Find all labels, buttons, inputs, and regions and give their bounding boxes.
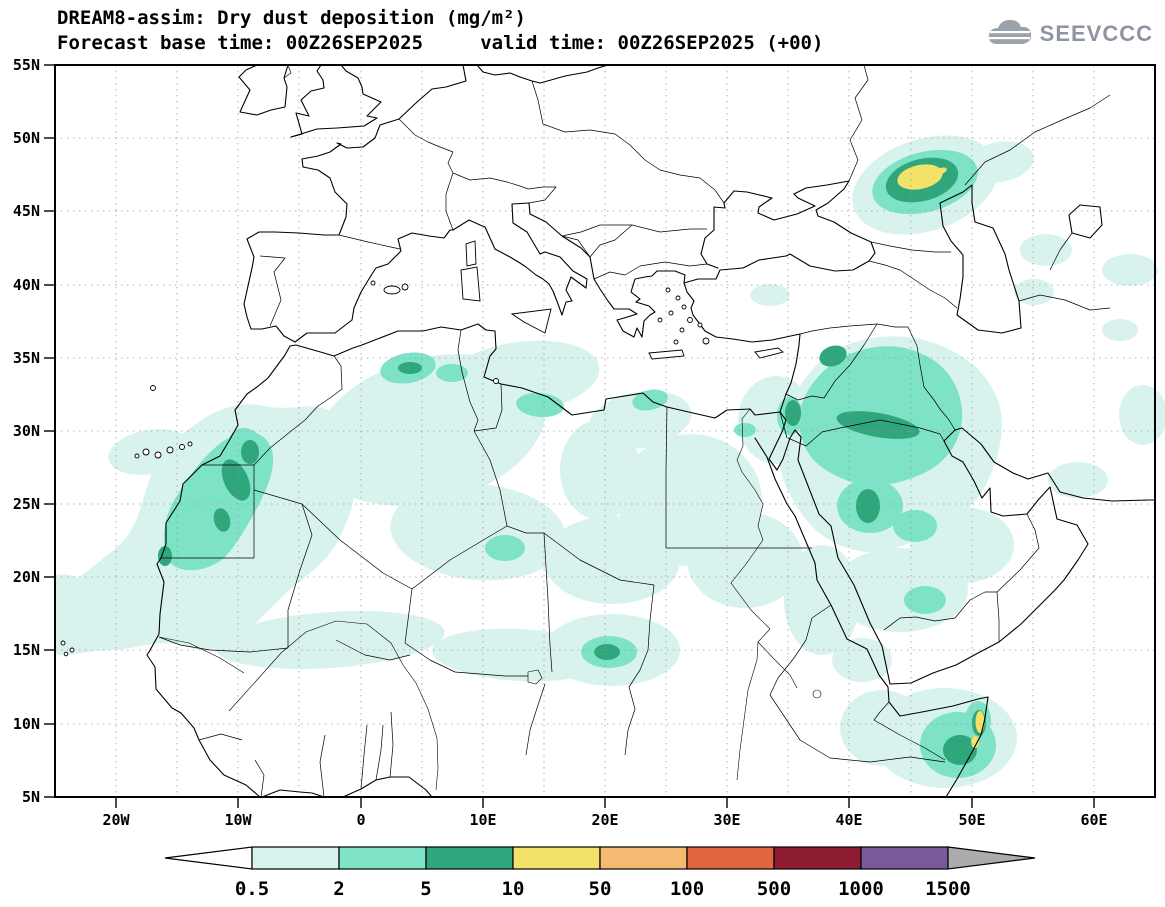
colorbar: 0.5 2 5 10 50 100 500 1000 1500 xyxy=(164,846,1036,900)
cloud-icon xyxy=(987,20,1031,44)
y-tick-label: 5N xyxy=(22,788,40,806)
colorbar-segment xyxy=(512,846,601,870)
x-tick-label: 10E xyxy=(469,811,496,829)
coastline-layer xyxy=(60,64,1156,798)
y-axis-labels: 55N 50N 45N 40N 35N 30N 25N 20N 15N 10N … xyxy=(13,56,40,806)
x-tick-label: 20W xyxy=(102,811,130,829)
logo-text: SEEVCCC xyxy=(1039,21,1153,46)
colorbar-segment xyxy=(686,846,775,870)
x-tick-label: 50E xyxy=(958,811,985,829)
seevccc-logo: SEEVCCC xyxy=(986,18,1153,50)
colorbar-label: 500 xyxy=(757,878,791,900)
colorbar-label: 2 xyxy=(333,878,344,900)
colorbar-label: 10 xyxy=(502,878,525,900)
colorbar-label: 1500 xyxy=(925,878,971,900)
y-tick-label: 25N xyxy=(13,495,40,513)
y-tick-label: 50N xyxy=(13,129,40,147)
y-tick-label: 15N xyxy=(13,641,40,659)
colorbar-underflow-arrow xyxy=(164,846,253,870)
river-layer xyxy=(158,408,822,791)
colorbar-segment xyxy=(599,846,688,870)
colorbar-label: 5 xyxy=(420,878,431,900)
x-tick-label: 40E xyxy=(835,811,862,829)
border-layer xyxy=(158,64,1111,798)
colorbar-label: 50 xyxy=(589,878,612,900)
x-tick-label: 10W xyxy=(224,811,252,829)
colorbar-segment xyxy=(338,846,427,870)
y-tick-label: 20N xyxy=(13,568,40,586)
y-tick-label: 35N xyxy=(13,349,40,367)
map-frame xyxy=(44,64,1156,808)
y-tick-label: 30N xyxy=(13,422,40,440)
y-tick-label: 55N xyxy=(13,56,40,74)
x-axis-labels: 20W 10W 0 10E 20E 30E 40E 50E 60E xyxy=(102,811,1107,829)
grid-layer xyxy=(55,65,1155,797)
colorbar-label: 100 xyxy=(670,878,704,900)
dust-layer xyxy=(55,135,1165,788)
x-tick-label: 0 xyxy=(356,811,365,829)
colorbar-overflow-arrow xyxy=(947,846,1036,870)
x-tick-label: 60E xyxy=(1080,811,1107,829)
colorbar-label: 0.5 xyxy=(235,878,269,900)
dust-level4-group xyxy=(897,164,985,748)
chart-subtitle: Forecast base time: 00Z26SEP2025 valid t… xyxy=(57,32,824,54)
colorbar-segment xyxy=(773,846,862,870)
x-tick-label: 30E xyxy=(713,811,740,829)
chart-title: DREAM8-assim: Dry dust deposition (mg/m²… xyxy=(57,7,526,29)
colorbar-segment xyxy=(860,846,949,870)
colorbar-label: 1000 xyxy=(838,878,884,900)
title-block: DREAM8-assim: Dry dust deposition (mg/m²… xyxy=(57,6,823,56)
y-tick-label: 40N xyxy=(13,276,40,294)
colorbar-segment xyxy=(425,846,514,870)
x-tick-label: 20E xyxy=(591,811,618,829)
y-tick-label: 10N xyxy=(13,715,40,733)
colorbar-segment xyxy=(251,846,340,870)
y-tick-label: 45N xyxy=(13,202,40,220)
